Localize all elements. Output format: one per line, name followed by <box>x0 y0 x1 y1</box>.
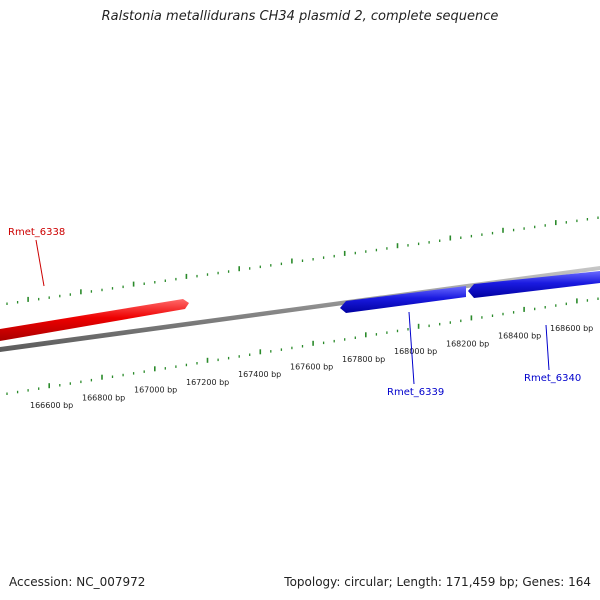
callout-line-rmet-6338 <box>35 239 45 287</box>
callout-line-rmet-6339 <box>408 311 415 385</box>
gene-rmet-6339[interactable] <box>340 286 466 313</box>
plasmid-backbone <box>0 266 600 352</box>
accession-label: Accession: NC_007972 <box>9 575 146 589</box>
callout-line-rmet-6340 <box>545 324 550 371</box>
ruler-tick-label: 168000 bp <box>394 347 437 356</box>
ruler-tick-label: 167200 bp <box>186 378 229 387</box>
ruler-labels: 166600 bp 166800 bp 167000 bp 167200 bp 1674… <box>30 324 593 410</box>
map-title: Ralstonia metallidurans CH34 plasmid 2, … <box>101 9 499 24</box>
ruler-tick-label: 167600 bp <box>290 363 333 372</box>
lower-tick-row <box>6 297 599 395</box>
gene-label-rmet-6339: Rmet_6339 <box>387 387 444 398</box>
ruler-tick-label: 166600 bp <box>30 401 73 410</box>
gene-rmet-6340[interactable] <box>468 271 600 298</box>
topology-summary: Topology: circular; Length: 171,459 bp; … <box>284 575 591 589</box>
upper-tick-row <box>6 216 599 305</box>
gene-label-rmet-6340: Rmet_6340 <box>524 373 581 384</box>
ruler-tick-label: 166800 bp <box>82 393 125 402</box>
ruler-tick-label: 167400 bp <box>238 370 281 379</box>
ruler-tick-label: 168400 bp <box>498 332 541 341</box>
gene-label-rmet-6338: Rmet_6338 <box>8 227 65 238</box>
ruler-tick-label: 168600 bp <box>550 324 593 333</box>
ruler-tick-label: 167000 bp <box>134 386 177 395</box>
ruler-tick-label: 168200 bp <box>446 339 489 348</box>
gene-rmet-6338[interactable] <box>0 299 189 341</box>
ruler-tick-label: 167800 bp <box>342 355 385 364</box>
